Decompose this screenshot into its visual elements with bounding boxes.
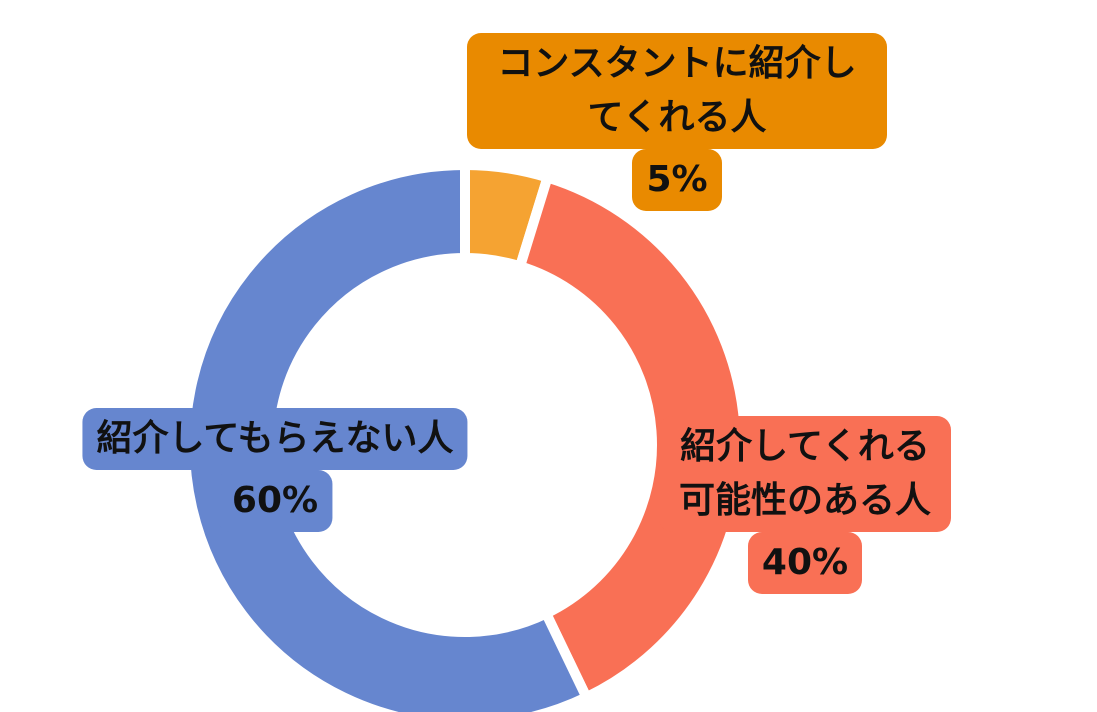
value-label: 60%	[217, 470, 333, 532]
donut-segment	[180, 159, 594, 712]
category-label: 紹介してもらえない人	[82, 408, 468, 470]
donut-segment	[513, 171, 750, 704]
segment-label: コンスタントに紹介してくれる人 5%	[467, 33, 887, 211]
segment-label: 紹介してくれる可能性のある人 40%	[659, 416, 951, 594]
category-label: コンスタントに紹介してくれる人	[467, 33, 887, 149]
category-label: 紹介してくれる可能性のある人	[659, 416, 951, 532]
segment-label: 紹介してもらえない人 60%	[82, 408, 468, 532]
value-label: 40%	[747, 532, 863, 594]
value-label: 5%	[632, 149, 722, 211]
